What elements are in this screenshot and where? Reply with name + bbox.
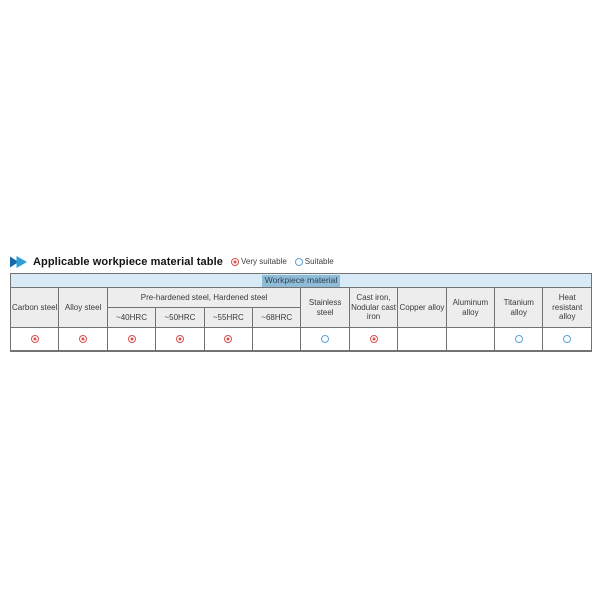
col-header-alloy-steel: Alloy steel xyxy=(58,287,108,328)
suitability-cell-aluminum-alloy xyxy=(445,327,496,352)
section-header: Applicable workpiece material table Very… xyxy=(10,254,342,269)
workpiece-material-table: Workpiece material Carbon steel Alloy st… xyxy=(9,273,592,352)
legend: Very suitable Suitable xyxy=(230,257,342,266)
very-suitable-mark xyxy=(369,335,378,344)
suitable-mark xyxy=(514,335,523,344)
page-title: Applicable workpiece material table xyxy=(33,255,223,268)
legend-item-suitable: Suitable xyxy=(294,257,334,266)
col-header-aluminum-alloy: Aluminum alloy xyxy=(445,287,496,328)
workpiece-material-band: Workpiece material xyxy=(10,273,592,288)
very-suitable-icon xyxy=(230,257,239,266)
suitability-cell-55hrc xyxy=(203,327,254,352)
very-suitable-mark xyxy=(79,335,88,344)
col-header-copper-alloy: Copper alloy xyxy=(397,287,447,328)
col-header-cast-iron: Cast iron, Nodular cast iron xyxy=(348,287,399,328)
suitability-cell-alloy-steel xyxy=(58,327,108,352)
col-header-55hrc: ~55HRC xyxy=(203,307,254,328)
suitability-cell-50hrc xyxy=(155,327,205,352)
suitable-icon xyxy=(294,257,303,266)
suitable-mark xyxy=(563,335,572,344)
col-header-68hrc: ~68HRC xyxy=(252,307,302,328)
very-suitable-mark xyxy=(175,335,184,344)
col-header-titanium-alloy: Titanium alloy xyxy=(494,287,544,328)
col-header-prehardened-hardened-steel: Pre-hardened steel, Hardened steel xyxy=(106,287,302,308)
col-header-carbon-steel: Carbon steel xyxy=(9,287,60,328)
workpiece-material-label: Workpiece material xyxy=(261,274,341,287)
legend-label-very-suitable: Very suitable xyxy=(240,257,287,266)
suitability-cell-stainless-steel xyxy=(300,327,350,352)
suitability-row xyxy=(9,327,592,352)
empty-mark xyxy=(418,335,426,343)
suitability-cell-titanium-alloy xyxy=(494,327,544,352)
group-header-row: Workpiece material xyxy=(10,273,592,288)
suitable-mark xyxy=(321,335,330,344)
col-header-heat-resistant-alloy: Heat resistant alloy xyxy=(542,287,592,328)
very-suitable-mark xyxy=(224,335,233,344)
double-chevron-right-icon xyxy=(10,255,27,268)
suitability-cell-carbon-steel xyxy=(9,327,60,352)
column-header-row: Carbon steel Alloy steel Pre-hardened st… xyxy=(9,287,592,328)
suitability-cell-copper-alloy xyxy=(397,327,447,352)
suitability-cell-heat-resistant-alloy xyxy=(542,327,592,352)
very-suitable-mark xyxy=(127,335,136,344)
empty-mark xyxy=(466,335,474,343)
legend-label-suitable: Suitable xyxy=(304,257,334,266)
col-header-50hrc: ~50HRC xyxy=(155,307,205,328)
col-header-40hrc: ~40HRC xyxy=(106,307,157,328)
suitability-cell-40hrc xyxy=(106,327,157,352)
empty-mark xyxy=(273,335,281,343)
very-suitable-mark xyxy=(30,335,39,344)
legend-item-very-suitable: Very suitable xyxy=(230,257,287,266)
col-header-stainless-steel: Stainless steel xyxy=(300,287,350,328)
suitability-cell-cast-iron xyxy=(348,327,399,352)
hrc-subheader-row: ~40HRC ~50HRC ~55HRC ~68HRC xyxy=(11,307,592,328)
suitability-cell-68hrc xyxy=(252,327,302,352)
